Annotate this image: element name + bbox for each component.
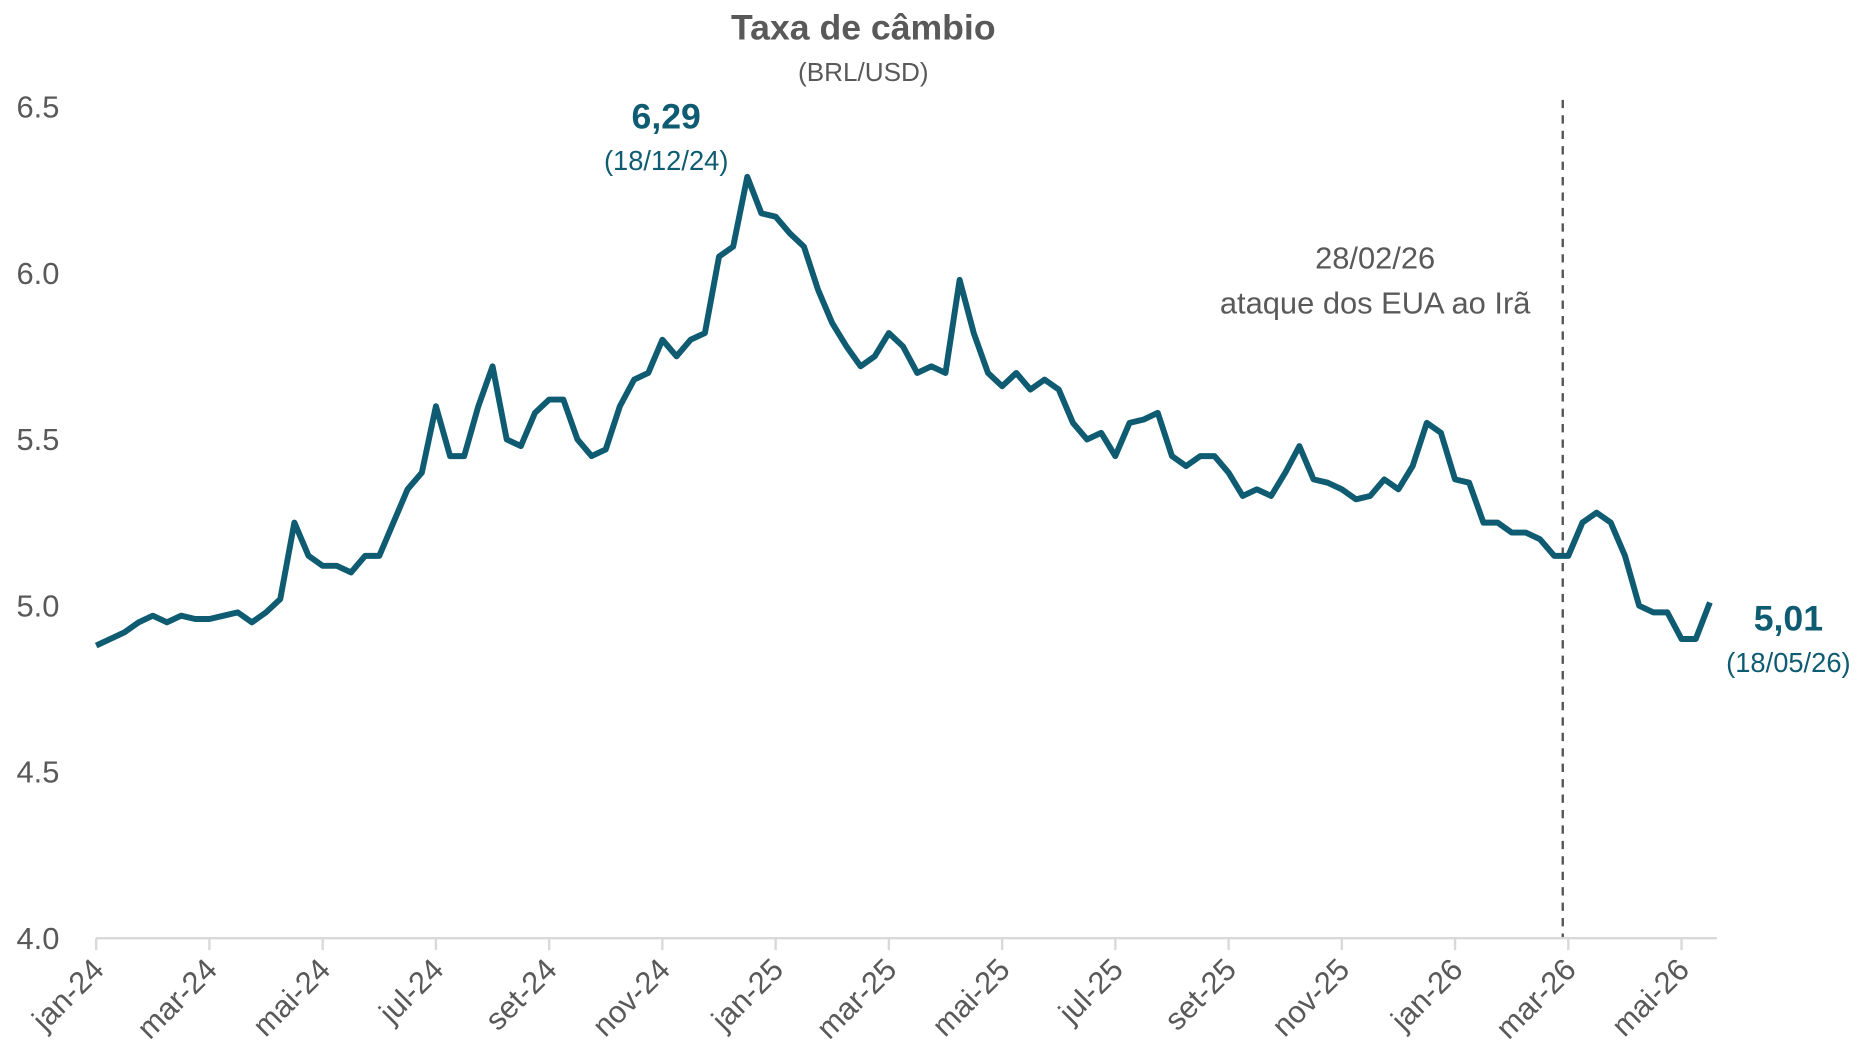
y-tick-label: 6.5 — [16, 90, 59, 125]
x-tick-label: set-25 — [1158, 952, 1243, 1037]
x-tick-label: mai-26 — [1605, 952, 1696, 1043]
event-label: ataque dos EUA ao Irã — [1220, 286, 1531, 321]
y-tick-label: 4.0 — [16, 921, 59, 956]
chart-title: Taxa de câmbio — [731, 7, 996, 47]
series-line — [94, 173, 1713, 649]
x-tick-label: jul-25 — [1051, 952, 1130, 1031]
chart-subtitle: (BRL/USD) — [798, 57, 929, 87]
y-tick-label: 5.0 — [16, 588, 59, 623]
y-tick-label: 5.5 — [16, 422, 59, 457]
last-date: (18/05/26) — [1726, 647, 1850, 678]
x-tick-label: jan-24 — [25, 952, 111, 1038]
x-tick-label: jan-25 — [704, 952, 790, 1038]
x-tick-label: set-24 — [478, 952, 563, 1037]
x-tick-label: mar-26 — [1489, 952, 1583, 1046]
x-tick-label: mai-25 — [925, 952, 1016, 1043]
peak-date: (18/12/24) — [604, 145, 728, 176]
x-tick-label: mar-25 — [809, 952, 903, 1046]
x-tick-label: jul-24 — [372, 952, 451, 1031]
y-tick-label: 6.0 — [16, 256, 59, 291]
peak-label: 6,29 — [632, 96, 701, 136]
y-tick-label: 4.5 — [16, 755, 59, 790]
x-tick-label: mar-24 — [130, 952, 224, 1046]
x-tick-label: nov-24 — [585, 952, 676, 1043]
last-label: 5,01 — [1754, 599, 1823, 639]
x-tick-label: nov-25 — [1265, 952, 1356, 1043]
x-tick-label: mai-24 — [246, 952, 337, 1043]
x-tick-label: jan-26 — [1383, 952, 1469, 1038]
event-label: 28/02/26 — [1315, 240, 1435, 275]
